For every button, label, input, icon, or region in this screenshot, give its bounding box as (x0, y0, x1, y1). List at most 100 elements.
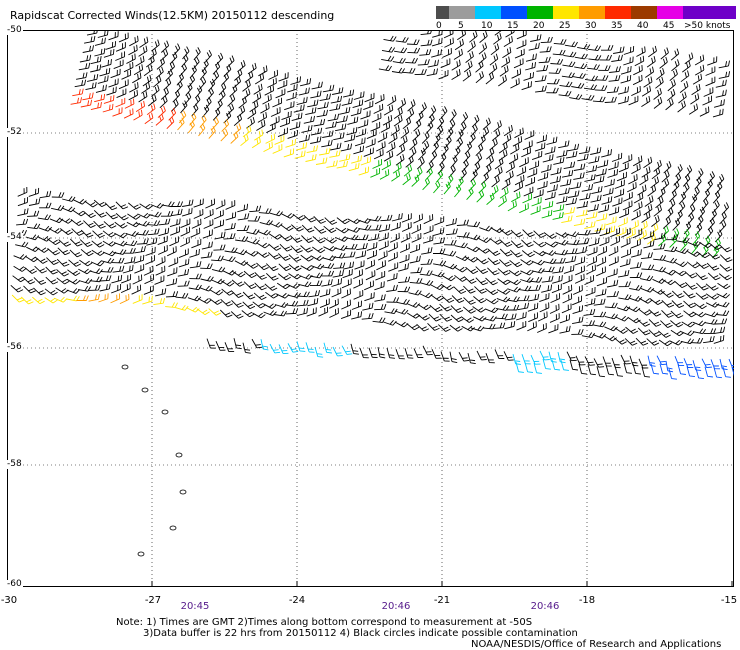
wind-barb (631, 163, 641, 175)
wind-barb (388, 132, 398, 144)
wind-barb (653, 97, 663, 109)
wind-barb (121, 274, 132, 284)
wind-barb (379, 169, 390, 180)
wind-barb (633, 201, 643, 212)
wind-barb (335, 227, 349, 234)
wind-barb (417, 59, 430, 66)
wind-barb (684, 52, 694, 65)
wind-barb (367, 233, 380, 241)
lon-label: -18 (578, 595, 596, 606)
wind-barb (718, 60, 730, 69)
wind-barb (345, 234, 359, 241)
wind-barb (252, 301, 266, 309)
wind-barb (253, 83, 263, 95)
wind-barb (202, 104, 210, 118)
wind-barb (696, 282, 709, 291)
wind-barb (539, 302, 550, 313)
wind-barb (262, 303, 277, 309)
wind-barb (87, 73, 99, 82)
wind-barb (155, 265, 166, 276)
wind-barb (158, 227, 170, 237)
wind-barb (669, 339, 683, 346)
wind-barb (562, 293, 573, 304)
wind-barb (631, 210, 641, 221)
wind-barb (285, 308, 299, 315)
wind-barb (386, 142, 396, 153)
wind-barb (614, 327, 628, 334)
wind-barb (105, 211, 118, 220)
wind-barb (148, 48, 157, 61)
wind-barb (517, 295, 530, 302)
wind-barb (475, 266, 488, 274)
legend-swatch (553, 6, 579, 19)
wind-barb (471, 114, 480, 128)
wind-barb (161, 201, 175, 208)
wind-barb (313, 215, 326, 224)
wind-barb (475, 277, 488, 286)
wind-barb (159, 95, 168, 109)
time-label: 20:46 (381, 601, 411, 612)
wind-barb (139, 36, 149, 48)
wind-barb (390, 124, 400, 136)
wind-barb (93, 220, 106, 229)
island-outline (161, 409, 169, 415)
wind-barb (200, 275, 214, 282)
wind-barb (675, 209, 683, 223)
wind-barb (131, 284, 142, 295)
wind-barb (139, 203, 153, 210)
wind-barb (405, 57, 418, 64)
wind-barb (212, 107, 221, 121)
wind-barb (347, 116, 359, 125)
wind-barb (551, 359, 560, 371)
wind-barb (439, 313, 452, 322)
wind-barb (116, 88, 127, 99)
wind-barb (456, 176, 464, 190)
wind-barb (721, 202, 730, 215)
wind-barb (333, 132, 345, 141)
wind-barb (692, 73, 703, 85)
wind-barb (713, 326, 726, 335)
wind-barb (95, 84, 107, 93)
wind-barb (704, 311, 719, 318)
wind-barb (610, 227, 621, 238)
wind-barb (110, 293, 121, 304)
wind-barb (178, 248, 189, 259)
wind-barb (417, 303, 431, 311)
wind-barb (609, 66, 621, 73)
wind-barb (133, 254, 145, 264)
wind-barb (344, 243, 358, 250)
wind-barb (259, 219, 273, 226)
wind-barb (707, 171, 715, 184)
wind-barb (350, 343, 359, 355)
wind-barb (191, 218, 202, 229)
wind-barb (383, 150, 394, 162)
wind-barb (310, 255, 324, 261)
wind-barb (33, 277, 47, 285)
wind-barb (516, 166, 527, 177)
wind-barb (506, 296, 520, 303)
wind-barb (294, 150, 306, 159)
wind-barb (264, 85, 275, 96)
wind-barb (695, 222, 703, 236)
wind-barb (363, 100, 374, 111)
wind-barb (563, 207, 576, 215)
wind-barb (88, 293, 100, 302)
wind-barb (428, 313, 442, 322)
legend-swatch (605, 6, 631, 19)
wind-barb (260, 339, 269, 351)
wind-barb (665, 207, 674, 220)
wind-barb (443, 263, 458, 270)
wind-barb (298, 134, 311, 143)
wind-barb (413, 348, 424, 359)
wind-barb (175, 80, 183, 94)
wind-barb (536, 64, 549, 72)
wind-barb (608, 256, 619, 267)
wind-barb (692, 320, 706, 327)
wind-barb (573, 218, 586, 227)
wind-barb (637, 229, 647, 241)
wind-barb (389, 232, 400, 243)
wind-barb (577, 153, 589, 162)
wind-barb (269, 221, 283, 228)
wind-barb (503, 351, 514, 361)
wind-barb (477, 237, 491, 243)
